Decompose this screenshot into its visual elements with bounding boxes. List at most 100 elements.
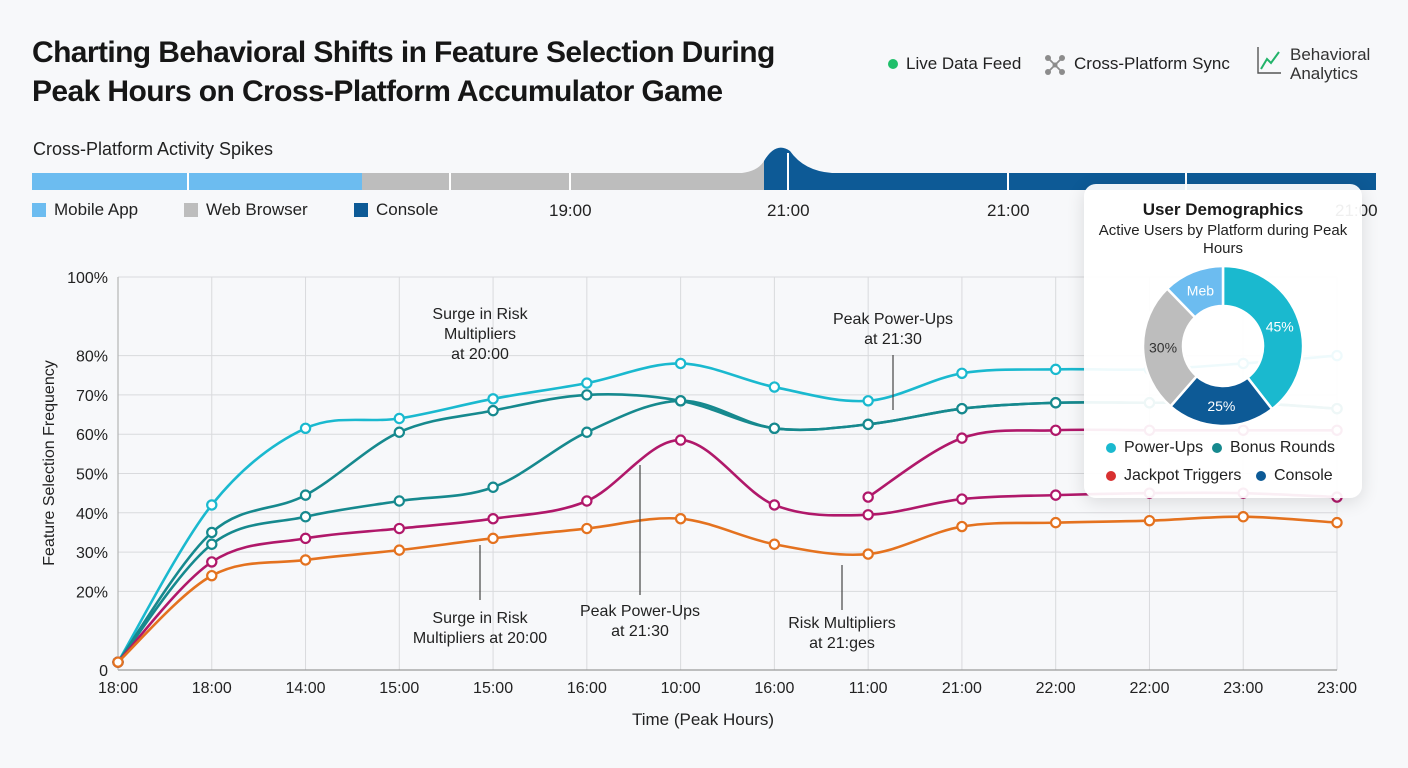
data-point — [393, 495, 406, 507]
series-4 — [112, 511, 1343, 668]
data-point — [206, 526, 218, 539]
chart-annotations: Surge in Risk Multipliers at 20:00 Peak Pow… — [413, 306, 953, 652]
y-tick-label: 40% — [76, 506, 108, 523]
donut-slice — [1221, 264, 1305, 411]
x-tick-label: 15:00 — [379, 680, 419, 697]
chart-axes: 0 20% 30% 40% 50% 60% 70% 80% 100% 18:00 18:00 14:0… — [41, 270, 1357, 729]
legend-dot — [1212, 443, 1222, 453]
y-tick-label: 70% — [76, 388, 108, 405]
y-tick-label: 0 — [99, 663, 108, 680]
chart-annotation: Peak Power-Ups at 21:30 — [833, 311, 953, 410]
annotation-text: Multipliers — [444, 326, 516, 343]
data-point — [1049, 489, 1062, 501]
platform-donut-chart: 45% 25% 30% Meb — [1141, 264, 1305, 428]
x-tick-label: 16:00 — [754, 680, 794, 697]
x-tick-label: 15:00 — [473, 680, 513, 697]
legend-dot — [1256, 471, 1266, 481]
annotation-text: Peak Power-Ups — [833, 311, 953, 328]
legend-label: Console — [1274, 467, 1333, 484]
data-point — [768, 422, 781, 435]
x-tick-label: 16:00 — [567, 680, 607, 697]
data-point — [299, 422, 312, 435]
activity-time-label: 21:00 — [987, 201, 1030, 220]
data-point — [862, 491, 874, 503]
legend-console: Console — [1256, 467, 1333, 485]
legend-web-label: Web Browser — [206, 200, 308, 219]
legend-jackpot-triggers: Jackpot Triggers — [1106, 467, 1241, 485]
data-point — [768, 538, 781, 550]
demographics-subtitle: Active Users by Platform during Peak Hou… — [1098, 222, 1348, 257]
x-tick-label: 22:00 — [1036, 680, 1076, 697]
x-axis-label: Time (Peak Hours) — [632, 710, 774, 729]
annotation-text: Multipliers at 20:00 — [413, 630, 547, 647]
data-point — [581, 522, 593, 535]
console-segment — [764, 147, 1376, 190]
data-point — [674, 512, 687, 525]
data-point — [393, 522, 406, 535]
data-point — [1049, 363, 1062, 376]
data-point — [862, 509, 874, 521]
sync-label: Cross-Platform Sync — [1074, 54, 1230, 73]
data-point — [956, 493, 968, 505]
legend-mobile-label: Mobile App — [54, 200, 139, 219]
legend-label: Power-Ups — [1124, 439, 1204, 456]
network-nodes-icon — [1044, 54, 1066, 81]
chart-annotation: Risk Multipliers at 21:ges — [788, 565, 896, 652]
donut-slice — [1141, 286, 1199, 409]
legend-dot — [1106, 471, 1116, 481]
donut-slice-label: 45% — [1266, 319, 1294, 335]
annotation-text: Risk Multipliers — [788, 615, 896, 632]
data-point — [393, 426, 406, 438]
data-point — [581, 495, 593, 507]
data-point — [1049, 516, 1062, 529]
data-point — [206, 556, 218, 568]
legend-mobile-app: Mobile App — [32, 200, 138, 220]
legend-console-label: Console — [376, 200, 439, 219]
data-point — [206, 499, 218, 511]
chart-annotation: Surge in Risk Multipliers at 20:00 — [432, 306, 528, 363]
x-tick-label: 23:00 — [1223, 680, 1263, 697]
annotation-text: at 21:ges — [809, 635, 875, 652]
title-line-2: Peak Hours on Cross-Platform Accumulator… — [32, 75, 723, 108]
legend-label: Jackpot Triggers — [1124, 467, 1242, 484]
x-tick-label: 21:00 — [942, 680, 982, 697]
chart-annotation: Peak Power-Ups at 21:30 — [580, 465, 700, 640]
x-tick-label: 23:00 — [1317, 680, 1357, 697]
data-point — [581, 377, 593, 389]
cross-platform-sync-badge: Cross-Platform Sync — [1044, 54, 1230, 81]
annotation-text: Peak Power-Ups — [580, 603, 700, 620]
y-tick-label: 80% — [76, 349, 108, 366]
donut-slice — [1165, 264, 1225, 320]
annotation-text: at 21:30 — [864, 331, 922, 348]
y-tick-label: 30% — [76, 545, 108, 562]
y-tick-label: 100% — [67, 270, 108, 287]
user-demographics-card: User Demographics Active Users by Platfo… — [1084, 184, 1362, 498]
data-point — [487, 393, 499, 405]
legend-label: Bonus Rounds — [1230, 439, 1335, 456]
x-tick-label: 18:00 — [98, 680, 138, 697]
x-tick-label: 11:00 — [849, 680, 888, 697]
data-point — [1049, 424, 1062, 436]
data-point — [768, 499, 781, 511]
data-point — [862, 548, 874, 560]
data-point — [393, 544, 406, 556]
x-tick-label: 14:00 — [286, 680, 326, 697]
data-point — [1331, 516, 1343, 529]
data-point — [956, 432, 968, 444]
analytics-line-2: Analytics — [1290, 64, 1359, 83]
legend-bonus-rounds: Bonus Rounds — [1212, 439, 1335, 457]
data-point — [487, 404, 499, 417]
activity-dividers — [187, 153, 1187, 190]
activity-time-label: 19:00 — [549, 201, 592, 220]
live-dot-icon — [888, 59, 898, 69]
data-point — [487, 532, 499, 545]
legend-power-ups: Power-Ups — [1106, 439, 1203, 457]
data-point — [206, 538, 218, 550]
x-tick-label: 18:00 — [192, 680, 232, 697]
data-point — [956, 367, 968, 379]
live-data-badge: Live Data Feed — [888, 54, 1021, 74]
donut-slice-label: Meb — [1187, 282, 1214, 298]
data-point — [299, 532, 312, 545]
data-point — [487, 512, 499, 525]
